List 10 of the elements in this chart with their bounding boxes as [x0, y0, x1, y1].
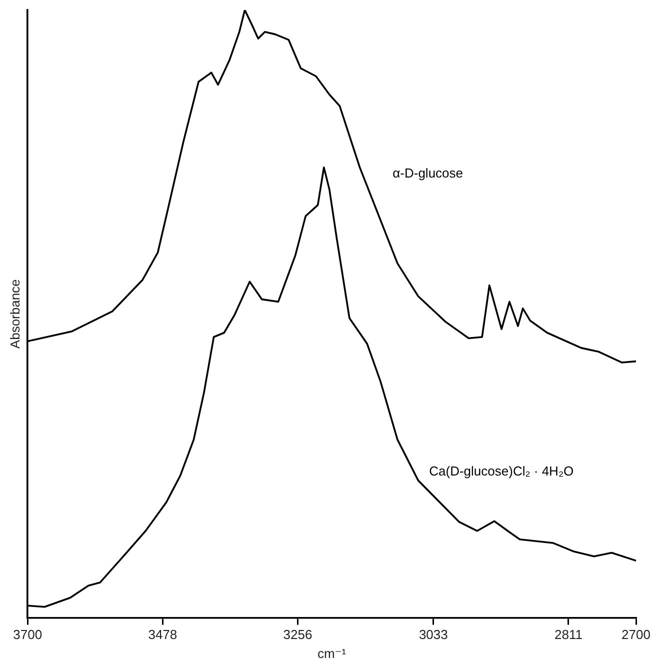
x-tick-label: 2700: [622, 627, 650, 642]
x-axis-title: cm⁻¹: [318, 646, 347, 661]
x-tick-label: 3256: [283, 627, 312, 642]
x-tick-label: 3033: [418, 627, 448, 642]
series-label: Ca(D-glucose)Cl₂ · 4H₂O: [429, 464, 574, 479]
series-label: α-D-glucose: [392, 166, 464, 181]
x-tick-label: 3478: [148, 627, 178, 642]
y-axis-title: Absorbance: [7, 279, 22, 349]
x-tick-label: 2811: [554, 627, 582, 642]
x-tick-label: 3700: [13, 627, 42, 642]
